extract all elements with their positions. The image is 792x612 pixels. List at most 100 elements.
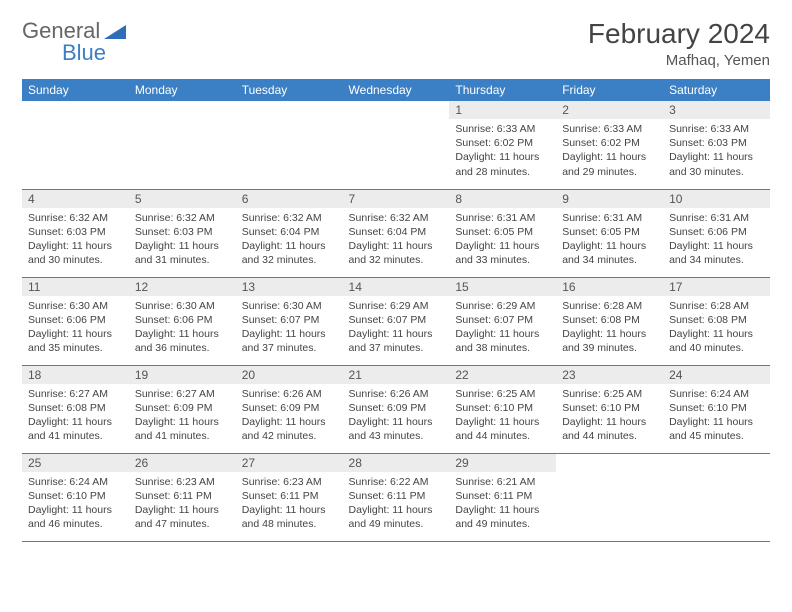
day-details: Sunrise: 6:31 AMSunset: 6:05 PMDaylight:… xyxy=(556,208,663,274)
day-number: 28 xyxy=(343,454,450,472)
daylight-line: Daylight: 11 hours and 33 minutes. xyxy=(455,239,550,267)
sunrise-line: Sunrise: 6:31 AM xyxy=(562,211,657,225)
day-number: 11 xyxy=(22,278,129,296)
day-number: 24 xyxy=(663,366,770,384)
daylight-line: Daylight: 11 hours and 30 minutes. xyxy=(669,150,764,178)
daylight-line: Daylight: 11 hours and 34 minutes. xyxy=(669,239,764,267)
sunrise-line: Sunrise: 6:31 AM xyxy=(455,211,550,225)
day-details: Sunrise: 6:24 AMSunset: 6:10 PMDaylight:… xyxy=(22,472,129,538)
sunrise-line: Sunrise: 6:26 AM xyxy=(349,387,444,401)
day-number: 7 xyxy=(343,190,450,208)
day-number: 19 xyxy=(129,366,236,384)
day-details: Sunrise: 6:33 AMSunset: 6:02 PMDaylight:… xyxy=(556,119,663,185)
daylight-line: Daylight: 11 hours and 45 minutes. xyxy=(669,415,764,443)
day-details: Sunrise: 6:27 AMSunset: 6:09 PMDaylight:… xyxy=(129,384,236,450)
day-number: 4 xyxy=(22,190,129,208)
calendar-day-cell: 26Sunrise: 6:23 AMSunset: 6:11 PMDayligh… xyxy=(129,453,236,541)
daylight-line: Daylight: 11 hours and 32 minutes. xyxy=(242,239,337,267)
daylight-line: Daylight: 11 hours and 42 minutes. xyxy=(242,415,337,443)
calendar-table: SundayMondayTuesdayWednesdayThursdayFrid… xyxy=(22,79,770,542)
sunrise-line: Sunrise: 6:28 AM xyxy=(562,299,657,313)
daylight-line: Daylight: 11 hours and 34 minutes. xyxy=(562,239,657,267)
daylight-line: Daylight: 11 hours and 43 minutes. xyxy=(349,415,444,443)
sunrise-line: Sunrise: 6:32 AM xyxy=(349,211,444,225)
calendar-day-cell: 5Sunrise: 6:32 AMSunset: 6:03 PMDaylight… xyxy=(129,189,236,277)
sunset-line: Sunset: 6:03 PM xyxy=(28,225,123,239)
day-number: 29 xyxy=(449,454,556,472)
weekday-header: Thursday xyxy=(449,79,556,101)
weekday-header: Monday xyxy=(129,79,236,101)
sunset-line: Sunset: 6:11 PM xyxy=(455,489,550,503)
sunrise-line: Sunrise: 6:24 AM xyxy=(669,387,764,401)
sunset-line: Sunset: 6:11 PM xyxy=(349,489,444,503)
day-number: 23 xyxy=(556,366,663,384)
day-details: Sunrise: 6:28 AMSunset: 6:08 PMDaylight:… xyxy=(556,296,663,362)
day-number: 9 xyxy=(556,190,663,208)
day-number: 20 xyxy=(236,366,343,384)
day-details: Sunrise: 6:31 AMSunset: 6:06 PMDaylight:… xyxy=(663,208,770,274)
calendar-empty-cell xyxy=(556,453,663,541)
daylight-line: Daylight: 11 hours and 30 minutes. xyxy=(28,239,123,267)
sunset-line: Sunset: 6:06 PM xyxy=(28,313,123,327)
weekday-header: Saturday xyxy=(663,79,770,101)
sunset-line: Sunset: 6:09 PM xyxy=(242,401,337,415)
calendar-row: 4Sunrise: 6:32 AMSunset: 6:03 PMDaylight… xyxy=(22,189,770,277)
calendar-day-cell: 11Sunrise: 6:30 AMSunset: 6:06 PMDayligh… xyxy=(22,277,129,365)
day-details: Sunrise: 6:32 AMSunset: 6:03 PMDaylight:… xyxy=(22,208,129,274)
sunset-line: Sunset: 6:10 PM xyxy=(562,401,657,415)
calendar-day-cell: 23Sunrise: 6:25 AMSunset: 6:10 PMDayligh… xyxy=(556,365,663,453)
day-number: 5 xyxy=(129,190,236,208)
day-number: 1 xyxy=(449,101,556,119)
calendar-row: 1Sunrise: 6:33 AMSunset: 6:02 PMDaylight… xyxy=(22,101,770,189)
sunrise-line: Sunrise: 6:32 AM xyxy=(28,211,123,225)
sunset-line: Sunset: 6:10 PM xyxy=(669,401,764,415)
sunset-line: Sunset: 6:06 PM xyxy=(669,225,764,239)
day-number: 16 xyxy=(556,278,663,296)
sunset-line: Sunset: 6:03 PM xyxy=(669,136,764,150)
daylight-line: Daylight: 11 hours and 37 minutes. xyxy=(242,327,337,355)
sunset-line: Sunset: 6:05 PM xyxy=(455,225,550,239)
sunrise-line: Sunrise: 6:25 AM xyxy=(455,387,550,401)
sunrise-line: Sunrise: 6:29 AM xyxy=(455,299,550,313)
brand-part2: Blue xyxy=(62,40,106,66)
sunrise-line: Sunrise: 6:22 AM xyxy=(349,475,444,489)
sunrise-line: Sunrise: 6:32 AM xyxy=(135,211,230,225)
sunset-line: Sunset: 6:11 PM xyxy=(242,489,337,503)
day-details: Sunrise: 6:23 AMSunset: 6:11 PMDaylight:… xyxy=(129,472,236,538)
sunrise-line: Sunrise: 6:24 AM xyxy=(28,475,123,489)
daylight-line: Daylight: 11 hours and 41 minutes. xyxy=(135,415,230,443)
sunrise-line: Sunrise: 6:27 AM xyxy=(135,387,230,401)
sunrise-line: Sunrise: 6:33 AM xyxy=(455,122,550,136)
calendar-day-cell: 6Sunrise: 6:32 AMSunset: 6:04 PMDaylight… xyxy=(236,189,343,277)
sunset-line: Sunset: 6:03 PM xyxy=(135,225,230,239)
day-details: Sunrise: 6:28 AMSunset: 6:08 PMDaylight:… xyxy=(663,296,770,362)
calendar-day-cell: 4Sunrise: 6:32 AMSunset: 6:03 PMDaylight… xyxy=(22,189,129,277)
calendar-empty-cell xyxy=(343,101,450,189)
sunset-line: Sunset: 6:07 PM xyxy=(242,313,337,327)
sunrise-line: Sunrise: 6:33 AM xyxy=(669,122,764,136)
day-details: Sunrise: 6:30 AMSunset: 6:06 PMDaylight:… xyxy=(129,296,236,362)
daylight-line: Daylight: 11 hours and 35 minutes. xyxy=(28,327,123,355)
daylight-line: Daylight: 11 hours and 44 minutes. xyxy=(562,415,657,443)
sunset-line: Sunset: 6:10 PM xyxy=(28,489,123,503)
sunset-line: Sunset: 6:06 PM xyxy=(135,313,230,327)
sunset-line: Sunset: 6:04 PM xyxy=(349,225,444,239)
day-details: Sunrise: 6:30 AMSunset: 6:07 PMDaylight:… xyxy=(236,296,343,362)
sunrise-line: Sunrise: 6:28 AM xyxy=(669,299,764,313)
day-number: 21 xyxy=(343,366,450,384)
sunset-line: Sunset: 6:02 PM xyxy=(562,136,657,150)
day-number: 12 xyxy=(129,278,236,296)
day-details: Sunrise: 6:33 AMSunset: 6:03 PMDaylight:… xyxy=(663,119,770,185)
daylight-line: Daylight: 11 hours and 46 minutes. xyxy=(28,503,123,531)
sunrise-line: Sunrise: 6:23 AM xyxy=(242,475,337,489)
brand-triangle-icon xyxy=(104,23,126,39)
day-number: 26 xyxy=(129,454,236,472)
weekday-header: Tuesday xyxy=(236,79,343,101)
sunset-line: Sunset: 6:04 PM xyxy=(242,225,337,239)
daylight-line: Daylight: 11 hours and 28 minutes. xyxy=(455,150,550,178)
calendar-day-cell: 1Sunrise: 6:33 AMSunset: 6:02 PMDaylight… xyxy=(449,101,556,189)
day-details: Sunrise: 6:29 AMSunset: 6:07 PMDaylight:… xyxy=(343,296,450,362)
day-details: Sunrise: 6:25 AMSunset: 6:10 PMDaylight:… xyxy=(449,384,556,450)
sunset-line: Sunset: 6:08 PM xyxy=(669,313,764,327)
day-details: Sunrise: 6:31 AMSunset: 6:05 PMDaylight:… xyxy=(449,208,556,274)
